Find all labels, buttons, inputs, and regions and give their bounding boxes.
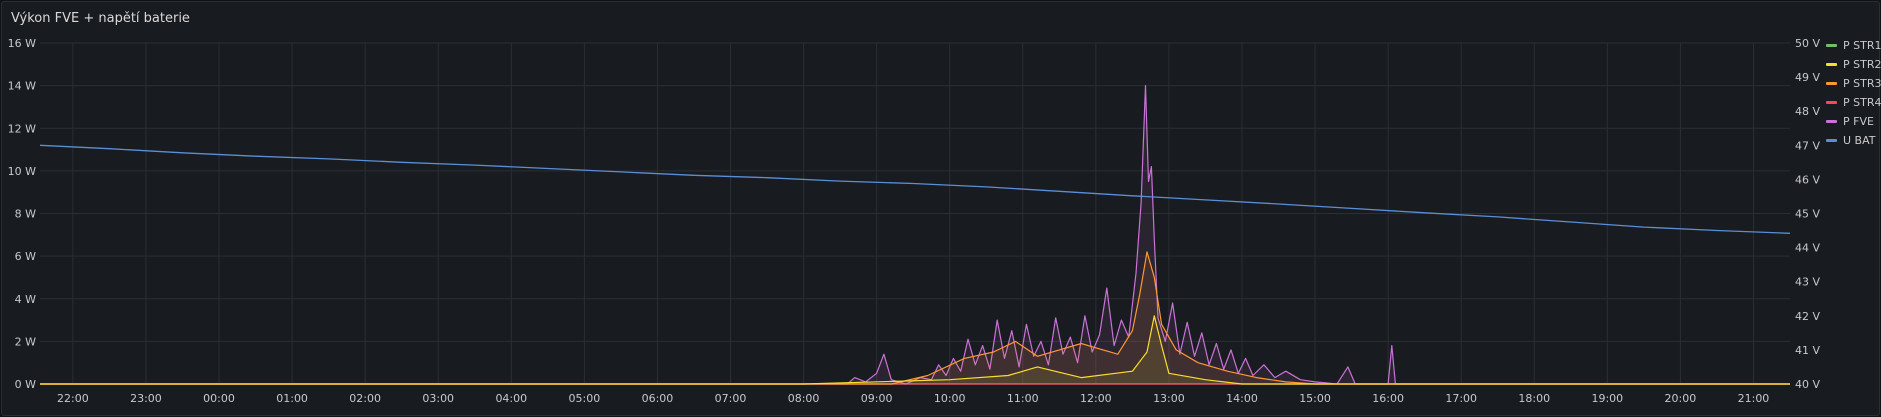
y-left-tick-label: 4 W [15,293,36,306]
panel-title: Výkon FVE + napětí baterie [11,11,190,26]
y-right-tick-label: 49 V [1795,71,1820,84]
x-tick-label: 03:00 [422,392,454,405]
y-right-tick-label: 41 V [1795,344,1820,357]
y-left-tick-label: 0 W [15,378,36,391]
x-tick-label: 16:00 [1372,392,1404,405]
x-tick-label: 00:00 [203,392,235,405]
legend-swatch [1826,120,1837,123]
x-tick-label: 15:00 [1299,392,1331,405]
legend-item[interactable]: P STR1 [1826,39,1881,52]
y-left-tick-label: 6 W [15,250,36,263]
legend-item[interactable]: P STR2 [1826,58,1881,71]
series-line-p-str2 [40,315,1790,385]
y-right-tick-label: 40 V [1795,378,1820,391]
legend-item[interactable]: P FVE [1826,115,1874,128]
y-axis-left: 0 W 2 W 4 W 6 W 8 W 10 W 12 W 14 W 16 W [8,37,36,391]
x-tick-label: 19:00 [1591,392,1623,405]
legend-label: P STR1 [1843,39,1881,52]
legend[interactable]: P STR1 P STR2 P STR3 P STR4 P FVE U BAT [1826,39,1881,147]
legend-swatch [1826,44,1837,47]
x-tick-label: 10:00 [934,392,966,405]
x-tick-label: 06:00 [642,392,674,405]
legend-item[interactable]: P STR3 [1826,77,1881,90]
x-tick-label: 02:00 [349,392,381,405]
legend-label: P STR3 [1843,77,1881,90]
x-tick-label: 08:00 [788,392,820,405]
series-lines [39,84,1791,385]
legend-swatch [1826,82,1837,85]
y-right-tick-label: 48 V [1795,105,1820,118]
legend-swatch [1826,101,1837,104]
x-tick-label: 17:00 [1445,392,1477,405]
y-axis-right: 40 V 41 V 42 V 43 V 44 V 45 V 46 V 47 V 48 V 49 V… [1795,37,1820,391]
legend-label: U BAT [1843,134,1876,147]
y-left-tick-label: 16 W [8,37,36,50]
legend-swatch [1826,139,1837,142]
y-right-tick-label: 42 V [1795,310,1820,323]
x-tick-label: 18:00 [1518,392,1550,405]
y-left-tick-label: 8 W [15,208,36,221]
y-left-tick-label: 14 W [8,80,36,93]
y-right-tick-label: 44 V [1795,242,1820,255]
x-axis: 22:00 23:00 00:00 01:00 02:00 03:00 04:00 05:00… [57,392,1769,405]
x-tick-label: 09:00 [861,392,893,405]
series-area-p-fve [40,85,1790,384]
y-right-tick-label: 47 V [1795,139,1820,152]
x-tick-label: 21:00 [1738,392,1770,405]
x-tick-label: 05:00 [569,392,601,405]
legend-label: P STR4 [1843,96,1881,109]
y-right-tick-label: 43 V [1795,276,1820,289]
series-line-p-fve [40,84,1790,385]
grid [40,42,1790,385]
legend-label: P STR2 [1843,58,1881,71]
y-right-tick-label: 46 V [1795,173,1820,186]
x-tick-label: 07:00 [715,392,747,405]
x-tick-label: 14:00 [1226,392,1258,405]
y-left-tick-label: 12 W [8,122,36,135]
y-right-tick-label: 45 V [1795,208,1820,221]
legend-label: P FVE [1843,115,1874,128]
x-tick-label: 20:00 [1665,392,1697,405]
legend-item[interactable]: U BAT [1826,134,1876,147]
y-left-tick-label: 10 W [8,165,36,178]
legend-item[interactable]: P STR4 [1826,96,1881,109]
x-tick-label: 01:00 [276,392,308,405]
y-right-tick-label: 50 V [1795,37,1820,50]
x-tick-label: 22:00 [57,392,89,405]
y-left-tick-label: 2 W [15,335,36,348]
series-line-p-str3 [40,251,1790,385]
x-tick-label: 11:00 [1007,392,1039,405]
series-line-u-bat [39,144,1791,234]
x-tick-label: 13:00 [1153,392,1185,405]
series-area-p-str3 [40,251,1790,384]
legend-swatch [1826,63,1837,66]
x-tick-label: 12:00 [1080,392,1112,405]
x-tick-label: 04:00 [495,392,527,405]
series-area-p-str2 [40,315,1790,384]
x-tick-label: 23:00 [130,392,162,405]
